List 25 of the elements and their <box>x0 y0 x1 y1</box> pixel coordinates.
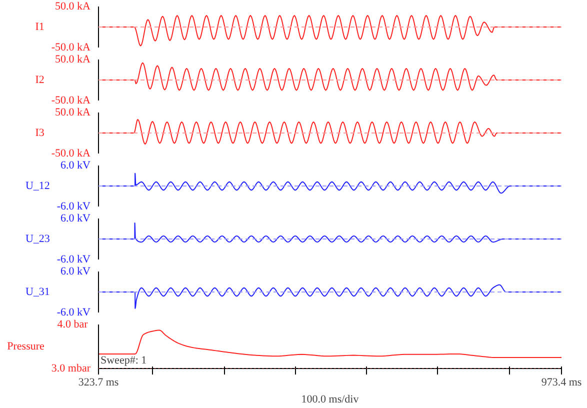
annotation: Sweep#: 1 <box>100 354 147 366</box>
y-tick-label: -6.0 kV <box>56 306 91 318</box>
y-tick-label: -6.0 kV <box>56 200 91 212</box>
y-axis-title: Pressure <box>7 340 45 352</box>
y-tick-label: -50.0 kA <box>51 42 91 54</box>
y-axis-title: U_31 <box>25 286 50 298</box>
y-axis-title: U_23 <box>25 233 50 245</box>
y-tick-label: -50.0 kA <box>51 94 91 106</box>
y-tick-label: 3.0 mbar <box>51 362 91 374</box>
y-tick-label: 6.0 kV <box>60 160 91 172</box>
y-tick-label: 6.0 kV <box>60 212 91 224</box>
y-tick-label: 50.0 kA <box>55 54 91 66</box>
x-tick-label: 323.7 ms <box>78 376 119 388</box>
y-tick-label: 50.0 kA <box>55 0 91 12</box>
x-tick-label: 973.4 ms <box>541 376 582 388</box>
y-tick-label: 50.0 kA <box>55 106 91 118</box>
x-axis-title: 100.0 ms/div <box>301 394 360 406</box>
y-axis-title: U_12 <box>25 180 50 192</box>
y-axis-title: I1 <box>35 21 44 33</box>
y-axis-title: I2 <box>35 74 44 86</box>
y-tick-label: -50.0 kA <box>51 148 91 160</box>
y-axis-title: I3 <box>35 127 45 139</box>
y-tick-label: 6.0 kV <box>60 266 91 278</box>
y-tick-label: 4.0 bar <box>57 318 88 330</box>
y-tick-label: -6.0 kV <box>56 254 91 266</box>
